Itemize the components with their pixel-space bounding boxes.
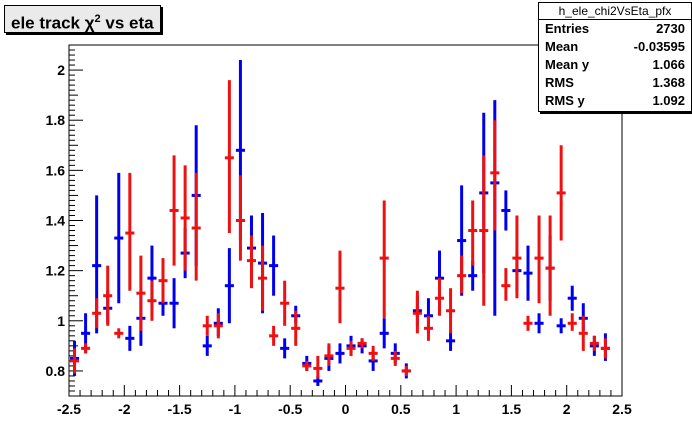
y-tick-label: 1.8: [46, 112, 66, 128]
x-tick-label: 0.5: [391, 401, 411, 417]
x-tick-label: -1.5: [168, 401, 192, 417]
stats-value: 1.066: [652, 57, 685, 72]
x-tick-label: 1.5: [502, 401, 522, 417]
stats-row-rms: RMS 1.368: [539, 74, 691, 92]
y-tick-label: 0.8: [46, 363, 66, 379]
chart-title-suffix: vs eta: [100, 13, 154, 33]
x-tick-label: 1: [452, 401, 460, 417]
stats-row-mean-y: Mean y 1.066: [539, 56, 691, 74]
y-tick-label: 1.6: [46, 162, 66, 178]
data-marks: [70, 60, 610, 386]
x-tick-label: 2.5: [612, 401, 632, 417]
x-tick-label: -1: [229, 401, 242, 417]
stats-label: RMS y: [545, 93, 585, 108]
y-tick-label: 1: [57, 313, 65, 329]
stats-row-entries: Entries 2730: [539, 20, 691, 38]
stats-value: 1.368: [652, 75, 685, 90]
x-tick-label: -2: [118, 401, 131, 417]
chart-title-prefix: ele track: [11, 13, 85, 33]
chart-title-chi: χ: [84, 13, 95, 33]
stats-label: Entries: [545, 21, 590, 36]
y-tick-label: 1.2: [46, 263, 66, 279]
axis-ticks: [68, 44, 623, 397]
chart-title: ele track χ2 vs eta: [4, 5, 161, 33]
stats-value: 2730: [656, 21, 685, 36]
y-tick-label: 2: [57, 62, 65, 78]
stats-row-rms-y: RMS y 1.092: [539, 92, 691, 110]
chart-title-sup: 2: [94, 13, 101, 25]
stats-value: 1.092: [652, 93, 685, 108]
x-tick-label: -2.5: [57, 401, 81, 417]
stats-label: Mean: [545, 39, 579, 54]
x-tick-label: 2: [563, 401, 571, 417]
stats-label: RMS: [545, 75, 574, 90]
x-tick-label: -0.5: [278, 401, 302, 417]
plot-frame: [68, 44, 623, 397]
stats-title: h_ele_chi2VsEta_pfx: [539, 3, 691, 20]
y-tick-label: 1.4: [46, 213, 66, 229]
stats-value: -0.03595: [633, 39, 685, 54]
stats-box: h_ele_chi2VsEta_pfx Entries 2730 Mean -0…: [538, 2, 692, 112]
stats-row-mean: Mean -0.03595: [539, 38, 691, 56]
stats-label: Mean y: [545, 57, 590, 72]
tick-labels: -2.5 -2 -1.5 -1 -0.5 0 0.5 1 1.5 2 2.5 0.8 1 1.2 1.4 1.…: [46, 62, 632, 417]
x-tick-label: 0: [342, 401, 350, 417]
